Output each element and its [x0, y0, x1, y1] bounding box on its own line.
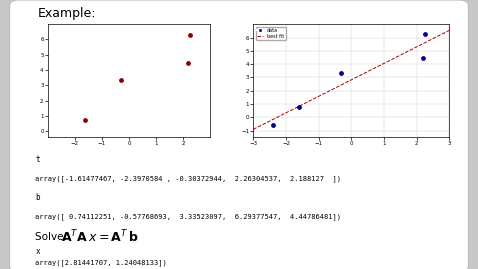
Text: b: b [35, 193, 40, 202]
best fit [296, 105, 302, 108]
Legend: data, best fit: data, best fit [256, 27, 286, 40]
best fit [288, 109, 294, 112]
Point [81, 118, 89, 122]
best fit [351, 77, 357, 80]
Point [60, 138, 68, 142]
Text: t: t [35, 155, 40, 164]
best fit [446, 29, 452, 32]
best fit [250, 128, 256, 131]
Text: $\mathbf{A}^T\mathbf{A}\,x = \mathbf{A}^T\,\mathbf{b}$: $\mathbf{A}^T\mathbf{A}\,x = \mathbf{A}^… [61, 229, 139, 245]
Point [186, 33, 194, 37]
Text: array([-1.61477467, -2.3970584 , -0.30372944,  2.26304537,  2.188127  ]): array([-1.61477467, -2.3970584 , -0.3037… [35, 175, 341, 182]
Text: Example:: Example: [38, 7, 97, 20]
Text: array([ 0.74112251, -0.57768693,  3.33523097,  6.29377547,  4.44786481]): array([ 0.74112251, -0.57768693, 3.33523… [35, 213, 341, 220]
Point [185, 61, 192, 65]
Text: array([2.81441707, 1.24048133]): array([2.81441707, 1.24048133]) [35, 259, 167, 266]
best fit [436, 34, 442, 37]
data [269, 123, 277, 127]
Line: best fit: best fit [253, 30, 449, 129]
best fit [367, 69, 373, 72]
data [295, 105, 303, 109]
Text: Solve:: Solve: [35, 232, 71, 242]
data [419, 56, 427, 60]
data [422, 31, 429, 36]
Text: x: x [35, 247, 40, 256]
Point [117, 78, 125, 82]
best fit [431, 37, 436, 40]
data [337, 71, 345, 75]
